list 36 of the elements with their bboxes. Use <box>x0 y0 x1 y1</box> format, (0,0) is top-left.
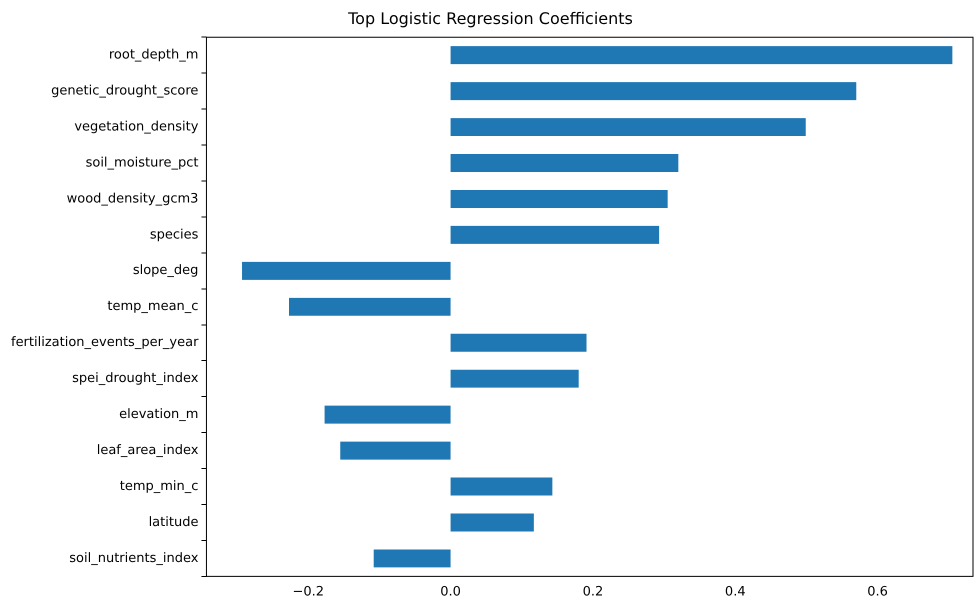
x-tick-label: 0.2 <box>582 584 604 600</box>
y-tick-label: leaf_area_index <box>96 442 199 458</box>
bar <box>450 370 579 388</box>
bar <box>450 190 668 208</box>
y-tick-label: soil_nutrients_index <box>69 550 199 566</box>
y-tick-label: latitude <box>148 514 198 530</box>
y-tick-label: genetic_drought_score <box>51 83 198 98</box>
y-tick-label: slope_deg <box>132 263 198 278</box>
bar <box>450 46 952 64</box>
y-tick-label: root_depth_m <box>108 48 198 63</box>
x-tick-label: 0.0 <box>440 584 461 600</box>
bar <box>450 226 660 244</box>
x-tick-label: −0.2 <box>292 584 324 600</box>
y-tick-label: wood_density_gcm3 <box>66 191 198 206</box>
y-tick-label: vegetation_density <box>74 119 199 134</box>
y-tick-label: soil_moisture_pct <box>86 155 198 170</box>
bar <box>450 154 678 172</box>
bar <box>450 478 552 496</box>
bar <box>289 298 451 316</box>
y-tick-label: temp_min_c <box>120 478 198 494</box>
x-tick-label: 0.4 <box>724 584 746 600</box>
y-tick-label: species <box>150 227 199 242</box>
bar <box>340 442 451 460</box>
y-tick-label: fertilization_events_per_year <box>10 335 200 350</box>
bar <box>450 513 534 532</box>
chart-title: Top Logistic Regression Coefficients <box>347 8 633 28</box>
bar <box>324 406 451 424</box>
bar <box>374 549 451 568</box>
bar <box>450 118 806 136</box>
bar <box>242 262 451 280</box>
y-tick-label: spei_drought_index <box>72 371 199 386</box>
bar <box>450 82 856 100</box>
bar <box>450 334 587 352</box>
y-tick-label: temp_mean_c <box>107 299 198 314</box>
x-tick-label: 0.6 <box>867 584 888 600</box>
y-tick-label: elevation_m <box>119 407 198 422</box>
